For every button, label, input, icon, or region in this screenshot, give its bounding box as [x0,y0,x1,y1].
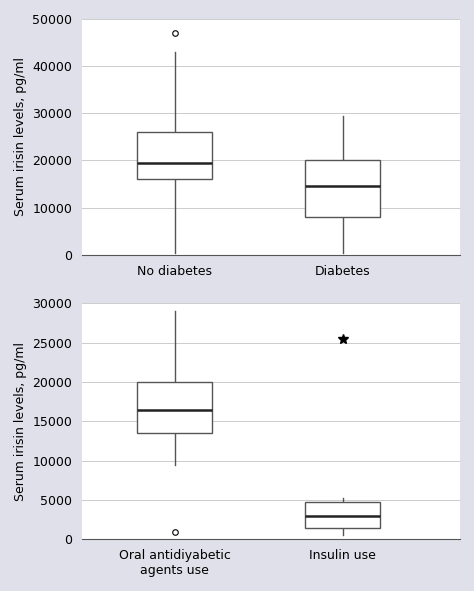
Y-axis label: Serum irisin levels, pg/ml: Serum irisin levels, pg/ml [14,57,27,216]
Bar [305,161,380,217]
Y-axis label: Serum irisin levels, pg/ml: Serum irisin levels, pg/ml [14,342,27,501]
Bar [137,132,212,179]
Bar [137,382,212,433]
Bar [305,502,380,528]
